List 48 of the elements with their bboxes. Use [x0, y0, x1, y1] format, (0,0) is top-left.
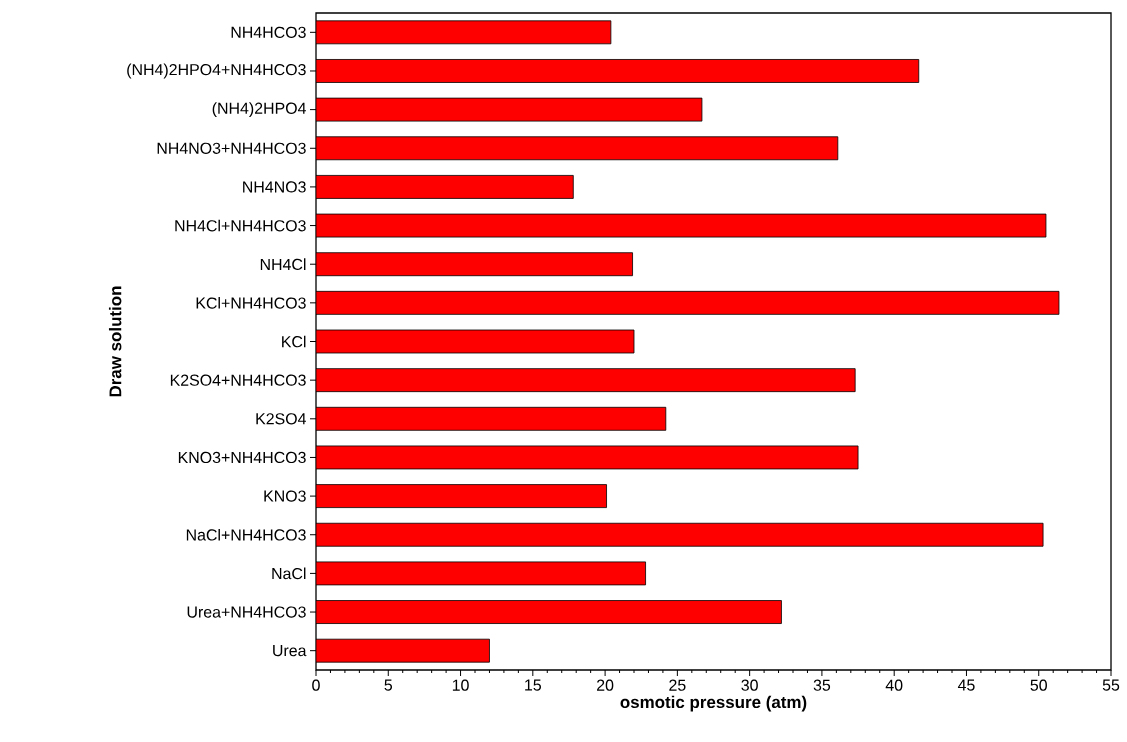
- x-tick-label: 10: [452, 679, 469, 691]
- bar: [316, 406, 667, 431]
- y-tick-label: NaCl: [272, 567, 306, 580]
- bar: [316, 329, 635, 354]
- x-tick-label: 40: [885, 679, 903, 691]
- x-tick-label: 50: [1030, 679, 1047, 691]
- bar: [316, 136, 839, 161]
- y-tick-label: (NH4)2HPO4+NH4HCO3: [127, 63, 306, 79]
- bar: [316, 97, 703, 122]
- bar: [316, 638, 490, 663]
- y-tick-label: NH4Cl: [260, 258, 306, 271]
- x-tick-label: 55: [1102, 679, 1120, 691]
- y-tick-label: KNO3: [264, 490, 306, 502]
- bar: [316, 445, 859, 470]
- y-tick-label: NaCl+NH4HCO3: [186, 528, 306, 541]
- x-tick-label: 0: [312, 679, 320, 691]
- x-tick-label: 15: [525, 679, 542, 691]
- x-axis-title: osmotic pressure (atm): [620, 695, 807, 712]
- y-tick-label: Urea+NH4HCO3: [187, 606, 306, 618]
- x-tick-label: 25: [669, 679, 686, 691]
- bar: [316, 484, 607, 508]
- y-tick-label: KNO3+NH4HCO3: [178, 451, 306, 464]
- y-tick-label: Urea: [273, 645, 307, 657]
- x-tick-label: 20: [597, 679, 614, 691]
- bar: [316, 175, 574, 199]
- y-tick-label: NH4HCO3: [231, 26, 306, 38]
- y-tick-label: (NH4)2HPO4: [212, 102, 306, 118]
- bar: [316, 59, 920, 83]
- y-tick-label: NH4NO3: [243, 181, 306, 193]
- y-tick-label: NH4NO3+NH4HCO3: [157, 142, 306, 154]
- y-tick-label: KCl: [282, 335, 306, 348]
- bar: [316, 213, 1047, 238]
- bar: [316, 252, 633, 277]
- bar: [316, 561, 646, 586]
- y-tick-label: KCl+NH4HCO3: [196, 297, 306, 309]
- bar: [316, 522, 1044, 547]
- y-axis-title: Draw solution: [108, 286, 122, 397]
- x-tick-label: 5: [384, 679, 393, 691]
- bar: [316, 600, 782, 624]
- x-tick-label: 35: [813, 679, 831, 691]
- bar: [316, 20, 612, 45]
- x-tick-label: 30: [741, 679, 758, 691]
- y-tick-label: K2SO4+NH4HCO3: [170, 374, 306, 386]
- y-tick-label: NH4Cl+NH4HCO3: [175, 219, 306, 232]
- y-tick-label: K2SO4: [256, 413, 307, 425]
- x-tick-label: 45: [957, 679, 975, 691]
- bar: [316, 290, 1060, 315]
- bar: [316, 368, 856, 393]
